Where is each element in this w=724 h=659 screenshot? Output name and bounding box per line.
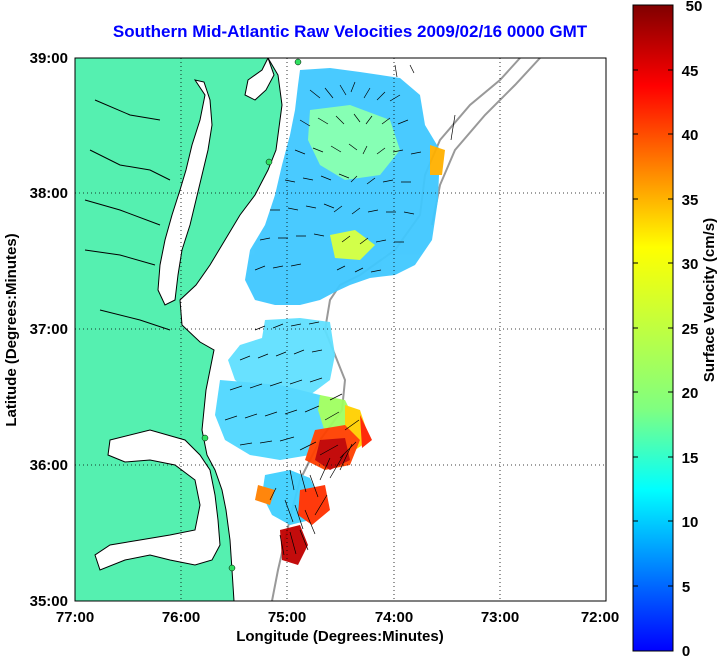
y-tick: 39:00 (30, 50, 68, 67)
x-tick: 76:00 (162, 609, 200, 626)
colorbar-tick: 40 (682, 127, 699, 144)
colorbar-tick: 45 (682, 63, 699, 80)
y-tick: 35:00 (30, 593, 68, 610)
y-axis-label: Latitude (Degrees:Minutes) (3, 233, 20, 426)
x-tick-labels: 77:00 76:00 75:00 74:00 73:00 72:00 (56, 609, 619, 626)
colorbar-tick: 15 (682, 450, 699, 467)
land-mass (75, 58, 283, 601)
y-tick: 36:00 (30, 457, 68, 474)
colorbar-tick: 35 (682, 192, 699, 209)
colorbar (632, 4, 674, 652)
colorbar-tick: 30 (682, 256, 699, 273)
x-tick: 72:00 (581, 609, 619, 626)
x-axis-label: Longitude (Degrees:Minutes) (236, 628, 444, 645)
velocity-arrows (224, 64, 456, 556)
map-title: Southern Mid-Atlantic Raw Velocities 200… (112, 22, 588, 41)
colorbar-tick: 25 (682, 321, 699, 338)
x-tick: 74:00 (375, 609, 413, 626)
colorbar-tick: 20 (682, 385, 699, 402)
colorbar-tick-labels: 50 45 40 35 30 25 20 15 10 5 0 (682, 0, 703, 659)
y-tick: 38:00 (30, 185, 68, 202)
pamlico-sound (94, 429, 221, 571)
y-tick: 37:00 (30, 321, 68, 338)
colorbar-tick: 5 (682, 579, 690, 596)
chesapeake-bay (157, 79, 213, 306)
colorbar-tick: 50 (686, 0, 703, 15)
y-tick-labels: 39:00 38:00 37:00 36:00 35:00 (30, 50, 68, 610)
x-tick: 77:00 (56, 609, 94, 626)
colorbar-tick: 10 (682, 514, 699, 531)
grid (75, 58, 606, 601)
colorbar-tick: 0 (682, 643, 690, 659)
radar-sites (201, 58, 302, 572)
delaware-bay (244, 58, 275, 101)
colorbar-label: Surface Velocity (cm/s) (701, 218, 718, 382)
x-tick: 73:00 (481, 609, 519, 626)
x-tick: 75:00 (268, 609, 306, 626)
colorbar-ticks (633, 69, 673, 587)
